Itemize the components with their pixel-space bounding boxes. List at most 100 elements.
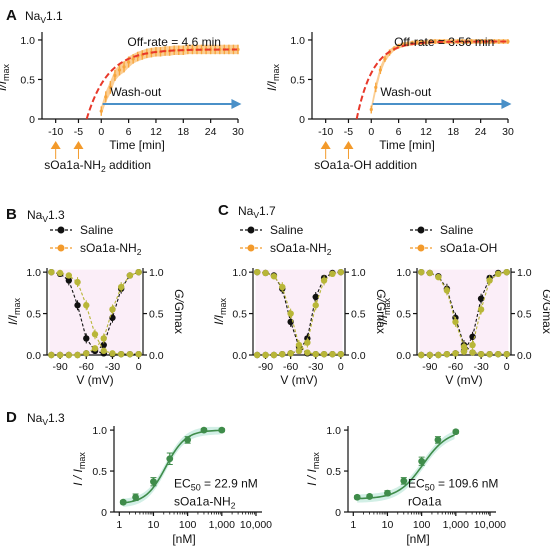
a2-x-tick-label: 6 bbox=[396, 126, 402, 138]
v2-data-point bbox=[329, 350, 336, 358]
v3-y-tick-label-left: 0.5 bbox=[396, 309, 411, 321]
d1-data-point bbox=[166, 455, 174, 463]
v1-data-point bbox=[65, 272, 73, 279]
v1-data-point bbox=[83, 302, 90, 309]
a1-fit-curve bbox=[85, 48, 238, 120]
v2-data-point bbox=[320, 277, 328, 284]
v1-y-tick-label-right: 0.0 bbox=[149, 350, 164, 362]
panel-c-title: NaV1.7 bbox=[238, 204, 276, 220]
a1-washout-label: Wash-out bbox=[110, 85, 162, 99]
v3-data-point bbox=[486, 350, 493, 358]
a1-x-tick-label: -5 bbox=[74, 126, 83, 138]
v1-legend-label-toxin: sOa1a-NH2 bbox=[80, 241, 142, 257]
a1-data-point bbox=[122, 65, 126, 69]
d2-data-point bbox=[384, 489, 391, 497]
a2-x-axis-label: Time [min] bbox=[379, 138, 435, 152]
v3-data-point bbox=[426, 269, 434, 277]
d2-data-point bbox=[418, 457, 426, 465]
v3-data-point bbox=[452, 350, 459, 357]
v3-legend-marker-toxin bbox=[417, 244, 425, 252]
d1-data-point bbox=[200, 426, 208, 434]
d1-x-tick-label: 100 bbox=[179, 519, 197, 531]
a1-x-tick-label: 0 bbox=[98, 126, 104, 138]
v1-x-tick-label: -90 bbox=[52, 361, 67, 373]
d2-x-axis-label: [nM] bbox=[406, 532, 429, 546]
v2-data-point bbox=[262, 269, 269, 277]
v3-x-axis-label: V (mV) bbox=[445, 373, 482, 387]
v3-y-tick-label-right: 0.0 bbox=[517, 350, 532, 362]
v3-legend-label-toxin: sOa1a-OH bbox=[440, 241, 497, 255]
v3-data-point bbox=[426, 351, 434, 359]
d2-x-tick-label: 1 bbox=[350, 519, 356, 531]
panel-label-d: D bbox=[6, 409, 17, 426]
v3-y-tick-label-left: 0.0 bbox=[396, 350, 411, 362]
a1-y-tick-label: 0.5 bbox=[20, 74, 35, 86]
d1-data-point bbox=[150, 478, 157, 486]
d2-data-point bbox=[366, 493, 373, 500]
d2-fit-curve bbox=[357, 434, 455, 500]
v1-data-point bbox=[48, 351, 55, 359]
a2-washout-label: Wash-out bbox=[380, 85, 432, 99]
a2-offrate-label: Off-rate = 3.56 min bbox=[394, 35, 494, 49]
a1-y-tick-label: 1.0 bbox=[20, 35, 35, 47]
d1-data-point bbox=[119, 498, 127, 506]
v3-data-point bbox=[477, 350, 485, 358]
v3-data-point bbox=[503, 268, 510, 276]
v1-y-tick-label-left: 0.5 bbox=[26, 309, 41, 321]
v3-legend-label-saline: Saline bbox=[440, 223, 474, 237]
d1-compound-label: sOa1a-NH2 bbox=[174, 494, 236, 510]
a2-x-tick-label: 18 bbox=[447, 126, 459, 138]
v2-y-axis-label: I/Imax bbox=[212, 297, 228, 325]
a1-data-point bbox=[131, 57, 135, 61]
v2-data-point bbox=[287, 350, 294, 357]
v3-data-point bbox=[494, 350, 502, 358]
v1-x-tick-label: -60 bbox=[79, 361, 94, 373]
v2-data-point bbox=[337, 350, 345, 358]
a2-addition-triangle bbox=[343, 141, 354, 149]
v2-data-point bbox=[295, 347, 303, 355]
v2-legend-label-toxin: sOa1a-NH2 bbox=[270, 241, 332, 257]
a1-data-point bbox=[99, 109, 103, 113]
d1-y-tick-label: 0 bbox=[101, 507, 107, 519]
a1-x-tick-label: -10 bbox=[48, 126, 63, 138]
a1-addition-label: sOa1a-NH2 addition bbox=[44, 158, 151, 174]
v2-y2-axis-label: G/Gmax bbox=[374, 289, 388, 334]
d1-y-tick-label: 0.5 bbox=[92, 466, 107, 478]
v2-data-point bbox=[270, 273, 278, 280]
d2-y-axis-label: I / Imax bbox=[305, 452, 321, 486]
d2-data-point bbox=[434, 436, 442, 444]
v3-x-tick-label: -90 bbox=[422, 361, 437, 373]
a1-addition-triangle bbox=[50, 141, 61, 149]
v3-data-point bbox=[469, 341, 476, 349]
a2-data-point bbox=[497, 39, 501, 44]
a2-x-tick-label: 30 bbox=[502, 126, 514, 138]
a1-x-tick-label: 18 bbox=[177, 126, 189, 138]
d1-x-tick-label: 1,000 bbox=[209, 519, 235, 531]
v2-legend-marker-saline bbox=[247, 226, 255, 234]
v1-data-point bbox=[74, 278, 81, 286]
v3-y-tick-label-right: 1.0 bbox=[517, 267, 532, 279]
v2-data-point bbox=[253, 351, 261, 359]
v1-data-point bbox=[65, 277, 73, 284]
v1-data-point bbox=[109, 350, 116, 357]
v3-data-point bbox=[452, 318, 459, 326]
v3-data-point bbox=[418, 268, 425, 276]
a2-addition-triangle bbox=[320, 141, 331, 149]
d2-y-tick-label: 0 bbox=[335, 507, 341, 519]
v1-data-point bbox=[126, 272, 134, 279]
v2-y-tick-label-right: 1.0 bbox=[351, 267, 366, 279]
a2-x-tick-label: -5 bbox=[344, 126, 353, 138]
v3-x-tick-label: 0 bbox=[504, 361, 510, 373]
a2-y-tick-label: 0 bbox=[299, 114, 305, 126]
v1-shade bbox=[49, 269, 141, 355]
v3-y-tick-label-right: 0.5 bbox=[517, 309, 532, 321]
v2-legend-label-saline: Saline bbox=[270, 223, 304, 237]
d2-ec50-label: EC50 = 109.6 nM bbox=[408, 476, 498, 492]
v3-legend-marker-saline bbox=[417, 226, 425, 234]
panel-label-a: A bbox=[6, 7, 17, 24]
a2-data-point bbox=[451, 39, 455, 44]
v1-data-point bbox=[74, 302, 81, 309]
v3-y2-axis-label: G/Gmax bbox=[540, 289, 550, 334]
panel-a-title: NaV1.1 bbox=[25, 9, 63, 25]
